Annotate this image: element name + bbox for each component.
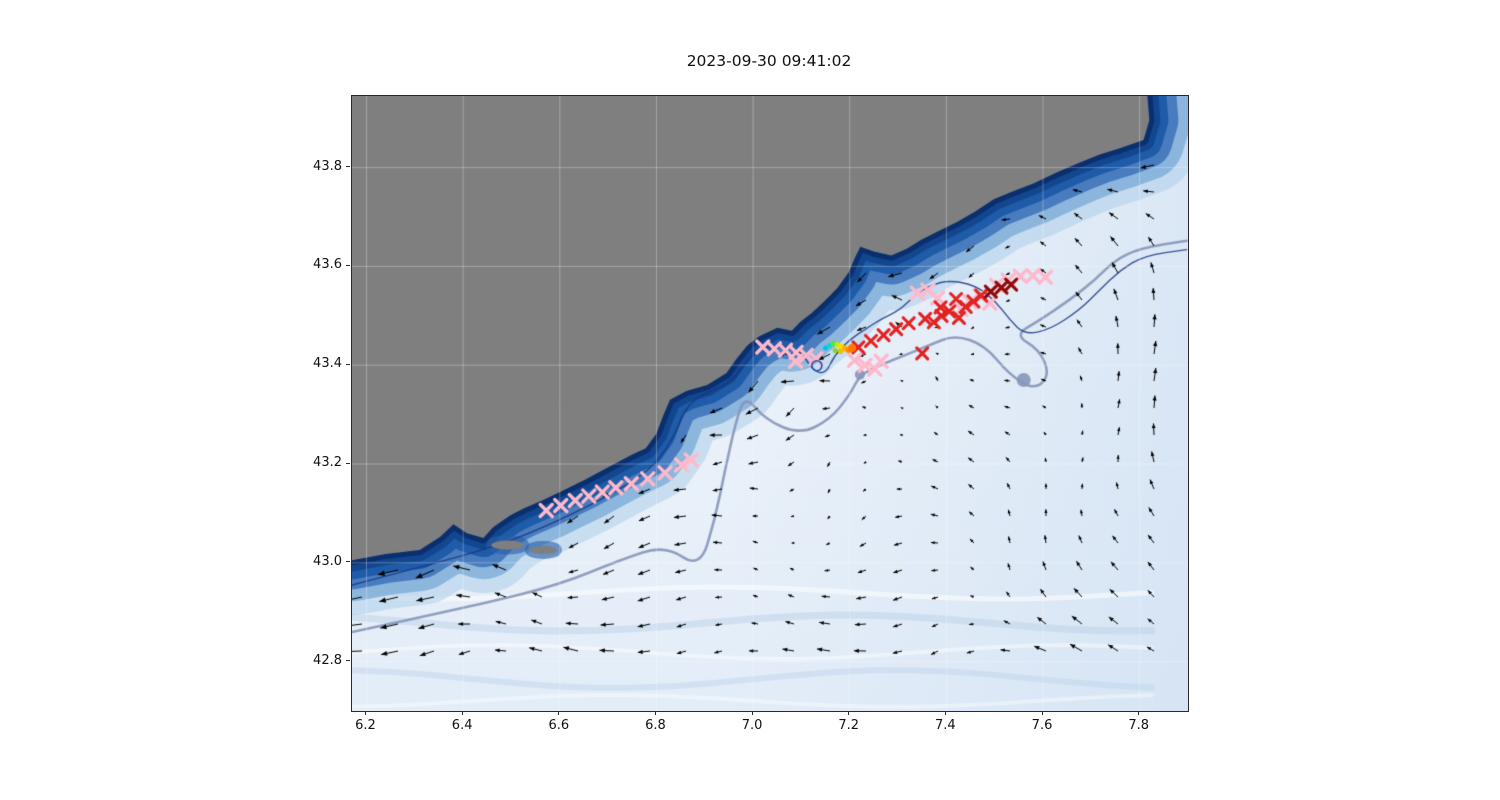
x-tick-mark (944, 711, 946, 715)
y-tick-label: 43.8 (313, 158, 342, 174)
plot-area (351, 95, 1189, 712)
x-tick-label: 7.6 (1031, 718, 1053, 733)
y-tick-mark (346, 166, 350, 168)
x-tick-mark (558, 711, 560, 715)
x-tick-label: 6.4 (451, 718, 473, 733)
x-tick-mark (751, 711, 753, 715)
y-tick-mark (346, 561, 350, 563)
y-tick-label: 42.8 (313, 652, 342, 668)
x-tick-label: 7.8 (1128, 718, 1150, 733)
x-tick-label: 7.2 (838, 718, 860, 733)
x-tick-label: 6.2 (355, 718, 376, 733)
x-tick-label: 6.6 (548, 718, 570, 733)
x-tick-mark (1041, 711, 1043, 715)
plot-title: 2023-09-30 09:41:02 (686, 52, 852, 70)
y-tick-label: 43.0 (313, 553, 342, 569)
x-tick-label: 6.8 (645, 718, 666, 733)
y-tick-mark (346, 462, 350, 464)
x-tick-mark (461, 711, 463, 715)
x-tick-mark (1138, 711, 1140, 715)
x-tick-mark (848, 711, 850, 715)
y-tick-label: 43.6 (313, 257, 342, 273)
y-tick-mark (346, 363, 350, 365)
x-tick-mark (364, 711, 366, 715)
x-tick-mark (654, 711, 656, 715)
y-tick-mark (346, 660, 350, 662)
x-tick-label: 7.0 (741, 718, 763, 733)
y-tick-label: 43.2 (313, 455, 342, 470)
map-canvas (352, 96, 1188, 711)
y-tick-mark (346, 264, 350, 266)
x-tick-label: 7.4 (935, 718, 956, 733)
y-tick-label: 43.4 (313, 356, 342, 372)
